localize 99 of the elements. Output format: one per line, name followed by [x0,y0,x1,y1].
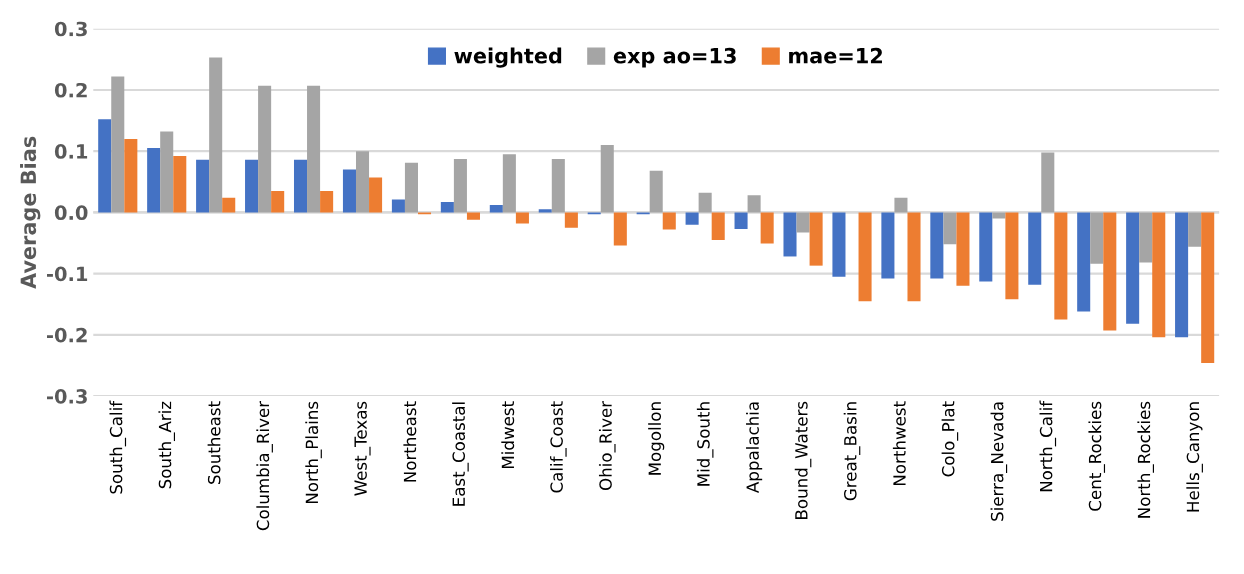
bar [711,212,725,240]
y-tick-label: 0.2 [54,82,87,98]
bar [1028,212,1042,285]
bar [98,119,112,213]
bar [747,195,761,213]
bar [858,212,872,302]
bar [160,131,174,213]
bar [1041,152,1055,213]
bar [355,151,370,213]
bar [783,212,797,257]
y-tick-label: -0.1 [46,266,88,282]
bar [222,197,236,213]
bar [734,212,748,229]
x-tick-label: Hells_Canyon [1186,402,1203,512]
x-tick-label: North_Calif [1039,400,1057,492]
y-tick-label: -0.3 [46,389,87,404]
bar [930,212,944,279]
bar [111,76,125,213]
bar [1139,212,1153,263]
bar [685,212,699,225]
x-tick-label: Colo_Plat [941,401,959,477]
bar [943,212,957,245]
bar [809,212,823,266]
bar [453,159,467,213]
bar [502,154,516,213]
bar [466,212,480,220]
bar [320,190,334,213]
bar [196,159,210,213]
x-tick-label: Southeast [207,401,221,484]
x-tick-label: South_Calif [109,400,127,494]
bar [515,212,529,224]
y-axis-title: Average Bias [20,136,41,289]
x-tick-label: Columbia_River [256,400,273,531]
x-tick-label: Northeast [403,401,417,482]
x-tick-label: Mid_South [696,402,714,486]
x-tick-label: Midwest [501,401,515,468]
bar [538,209,552,213]
bar [271,190,285,213]
bar [698,192,712,213]
bar [796,212,810,233]
legend-label: mae=12 [789,47,882,64]
y-tick-label: 0.0 [54,205,88,221]
x-tick-label: Northwest [892,401,906,485]
bar [173,156,187,213]
bar [1201,212,1215,363]
bar [649,170,663,213]
bar [1152,212,1166,338]
bar [564,212,578,228]
bar [293,159,308,213]
bar [391,199,405,213]
x-tick-label: Calif_Coast [550,401,567,493]
bar [1090,212,1104,264]
x-tick-label: Mogollon [648,402,665,475]
x-tick-label: South_Ariz [158,401,176,489]
bar [956,212,970,286]
bar [992,212,1006,219]
x-tick-label: North_Plains [305,401,322,503]
y-tick-label: 0.3 [54,21,87,37]
x-tick-label: North_Rockies [1137,401,1154,518]
bar [489,205,503,213]
x-tick-label: Ohio_River [598,400,616,491]
bar [881,212,895,279]
bar [147,148,161,213]
legend-label: weighted [454,47,562,68]
x-tick-label: Cent_Rockies [1088,401,1106,511]
bar [124,138,138,213]
bar [979,212,993,282]
bar [342,169,356,213]
bar [1005,212,1019,300]
bar [1103,212,1117,331]
bar [613,212,627,246]
x-tick-label: West_Texas [354,401,371,496]
bar [258,85,272,213]
bar [894,197,908,213]
bar [662,212,676,230]
bar [369,177,383,213]
x-tick-label: Sierra_Nevada [990,402,1008,521]
bar [404,162,418,213]
bar [551,159,565,213]
bar [209,57,223,213]
y-tick-label: 0.1 [54,144,88,159]
y-tick-label: -0.2 [46,327,87,343]
x-tick-label: Great_Basin [843,402,861,501]
bar [1126,212,1140,324]
x-tick-label: East_Coastal [452,402,469,506]
bar [245,159,259,213]
legend-label: exp ao=13 [613,47,736,68]
bar [832,212,846,277]
x-tick-label: Appalachia [746,402,763,493]
bar [1175,212,1189,338]
bar [1188,212,1202,247]
bar [760,212,774,244]
bar [1077,212,1091,312]
bar [307,85,321,213]
bar [1054,212,1068,320]
bar [907,212,921,302]
bar [600,145,614,213]
x-tick-label: Bound_Waters [794,401,812,519]
bar [440,201,454,213]
